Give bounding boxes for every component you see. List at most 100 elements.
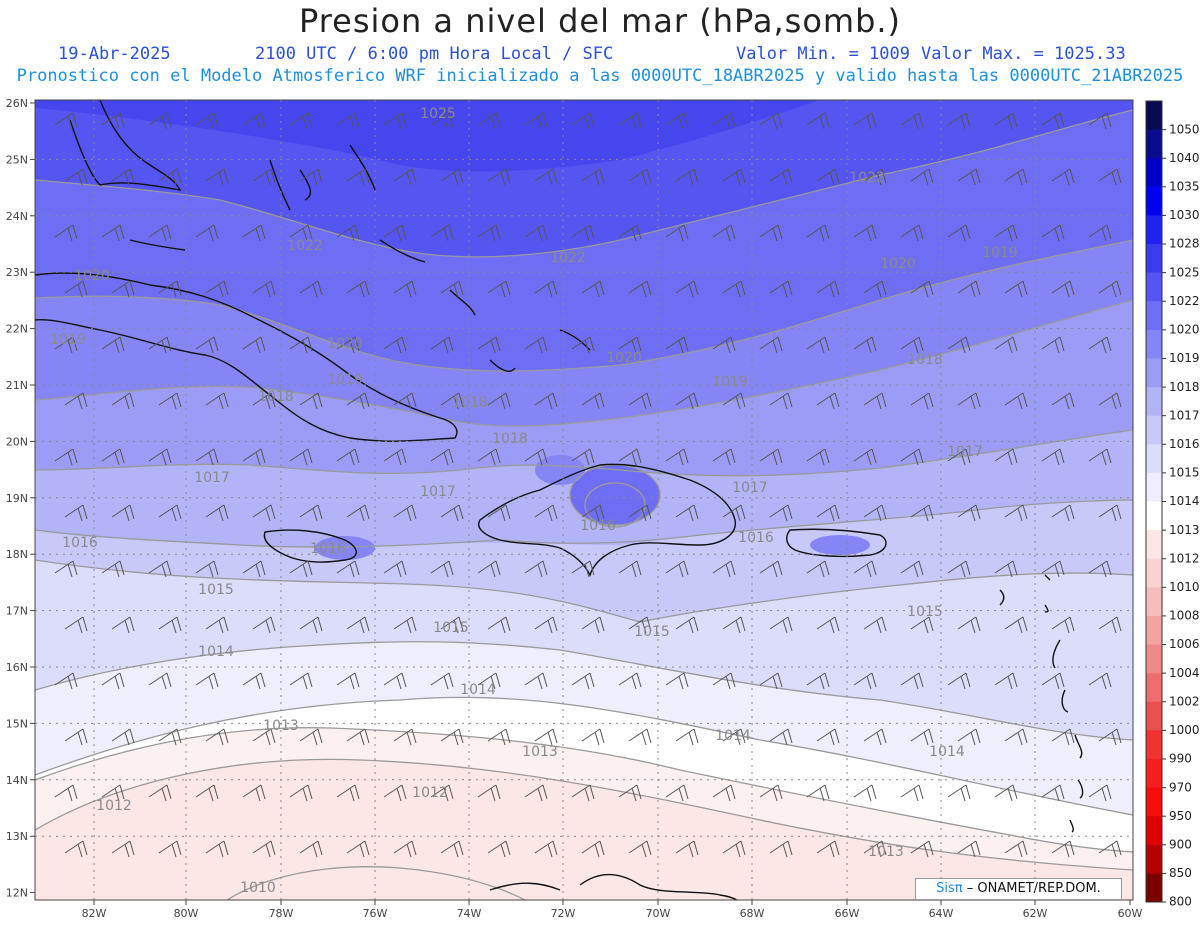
isobar-labels: 1025 1022 1022 1022 1020 1020 1020 1020 1019 1019… xyxy=(50,106,1018,896)
isobar-label: 1022 xyxy=(287,238,323,254)
isobar-label: 1014 xyxy=(715,728,751,744)
lat-label: 22N xyxy=(6,323,28,336)
band-1012 xyxy=(35,759,1133,900)
lat-label: 19N xyxy=(6,492,28,505)
cuba-coast xyxy=(35,272,458,442)
lat-label: 18N xyxy=(6,548,28,561)
colorbar-label: 1017 xyxy=(1169,408,1200,422)
isobar-label: 1017 xyxy=(194,470,230,486)
colorbar-label: 970 xyxy=(1169,780,1192,794)
credit-org: – ONAMET/REP.DOM. xyxy=(966,881,1101,896)
colorbar-swatch xyxy=(1146,244,1162,274)
colorbar-swatch xyxy=(1146,272,1162,302)
colorbar-swatch xyxy=(1146,587,1162,617)
lon-label: 60W xyxy=(1118,907,1143,920)
colorbar-swatch xyxy=(1146,816,1162,846)
colorbar-swatch xyxy=(1146,186,1162,216)
colorbar-label: 1000 xyxy=(1169,723,1200,737)
colorbar-label: 1010 xyxy=(1169,580,1200,594)
colorbar-label: 1025 xyxy=(1169,265,1200,279)
isobar-label: 1014 xyxy=(198,644,234,660)
colorbar-swatch xyxy=(1146,301,1162,331)
lat-label: 13N xyxy=(6,830,28,843)
isobar-label: 1015 xyxy=(198,582,234,598)
lat-label: 16N xyxy=(6,661,28,674)
isobar-label: 1018 xyxy=(492,431,528,447)
colorbar-swatch xyxy=(1146,101,1162,131)
lat-label: 21N xyxy=(6,379,28,392)
max-value: Valor Max. = 1025.33 xyxy=(921,44,1126,64)
colorbar-label: 1013 xyxy=(1169,523,1200,537)
colorbar-label: 1012 xyxy=(1169,551,1200,565)
isobar-label: 1019 xyxy=(327,372,363,388)
lesser-antilles xyxy=(999,574,1084,833)
map-frame xyxy=(34,99,1134,901)
brand-logo: Sisπ xyxy=(936,881,963,896)
colorbar-swatch xyxy=(1146,758,1162,789)
isobar-label: 1016 xyxy=(738,530,774,546)
isobar-label: 1016 xyxy=(580,518,616,534)
isobar-label: 1012 xyxy=(96,798,132,814)
isobar-label: 1020 xyxy=(74,268,110,284)
lon-label: 72W xyxy=(551,907,576,920)
colorbar-label: 1016 xyxy=(1169,437,1200,451)
colorbar-label: 1020 xyxy=(1169,323,1200,337)
isobar-label: 1015 xyxy=(433,620,469,636)
colorbar-label: 1002 xyxy=(1169,694,1200,708)
colorbar-label: 1035 xyxy=(1169,180,1200,194)
colorbar-swatch xyxy=(1146,673,1162,703)
lon-label: 82W xyxy=(82,907,107,920)
credit-box: Sisπ – ONAMET/REP.DOM. xyxy=(915,878,1122,900)
isobar-label: 1017 xyxy=(420,484,456,500)
lat-label: 17N xyxy=(6,605,28,618)
colorbar-label: 1018 xyxy=(1169,380,1200,394)
isobar-label: 1019 xyxy=(712,374,748,390)
colorbar-swatch xyxy=(1146,730,1162,760)
colorbar-swatch xyxy=(1146,387,1162,417)
colorbar-label: 800 xyxy=(1169,895,1192,909)
bahamas-coast xyxy=(269,144,591,372)
colorbar-label: 950 xyxy=(1169,809,1192,823)
colorbar-label: 1014 xyxy=(1169,494,1200,508)
isobar-label: 1016 xyxy=(62,535,98,551)
colorbar-swatch xyxy=(1146,615,1162,646)
lat-label: 15N xyxy=(6,717,28,730)
model-info: Pronostico con el Modelo Atmosferico WRF… xyxy=(16,66,1184,86)
isobar-label: 1016 xyxy=(310,541,346,557)
colorbar-swatch xyxy=(1146,415,1162,445)
colorbar-swatch xyxy=(1146,558,1162,588)
band-1013 xyxy=(35,727,1133,870)
lon-label: 70W xyxy=(646,907,671,920)
colorbar-label: 900 xyxy=(1169,837,1192,851)
isobar-label: 1017 xyxy=(947,444,983,460)
colorbar-swatch xyxy=(1146,530,1162,560)
lat-label: 12N xyxy=(6,887,28,900)
isobar-label: 1018 xyxy=(452,395,488,411)
colorbar-label: 1050 xyxy=(1169,122,1200,136)
isobar-label: 1020 xyxy=(606,350,642,366)
min-value: Valor Min. = 1009 xyxy=(736,44,910,64)
isobar-label: 1015 xyxy=(634,624,670,640)
colorbar-label: 1004 xyxy=(1169,666,1200,680)
colorbar-swatch xyxy=(1146,501,1162,531)
colorbar: 1050 1040 1035 1030 1028 1025 1022 1020 1019 1018… xyxy=(1145,100,1200,909)
band-1022-core xyxy=(35,100,820,172)
lon-label: 62W xyxy=(1023,907,1048,920)
isobar-label: 1013 xyxy=(263,718,299,734)
colorbar-swatch xyxy=(1146,158,1162,188)
south-america-coast xyxy=(489,873,739,900)
isobar-label: 1015 xyxy=(907,604,943,620)
lon-label: 76W xyxy=(363,907,388,920)
wind-barbs xyxy=(54,112,1122,858)
isobar-label: 1020 xyxy=(327,336,363,352)
colorbar-swatch xyxy=(1146,215,1162,245)
lat-label: 26N xyxy=(6,97,28,110)
colorbar-swatch xyxy=(1146,873,1162,903)
lat-label: 23N xyxy=(6,266,28,279)
lon-label: 74W xyxy=(457,907,482,920)
colorbar-label: 1030 xyxy=(1169,208,1200,222)
lat-label: 14N xyxy=(6,774,28,787)
colorbar-label: 1019 xyxy=(1169,351,1200,365)
isobar-label: 1014 xyxy=(460,682,496,698)
